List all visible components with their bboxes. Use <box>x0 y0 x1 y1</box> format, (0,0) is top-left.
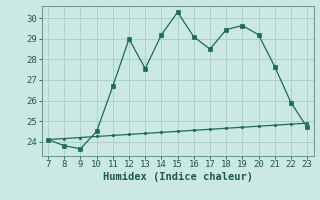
X-axis label: Humidex (Indice chaleur): Humidex (Indice chaleur) <box>103 172 252 182</box>
